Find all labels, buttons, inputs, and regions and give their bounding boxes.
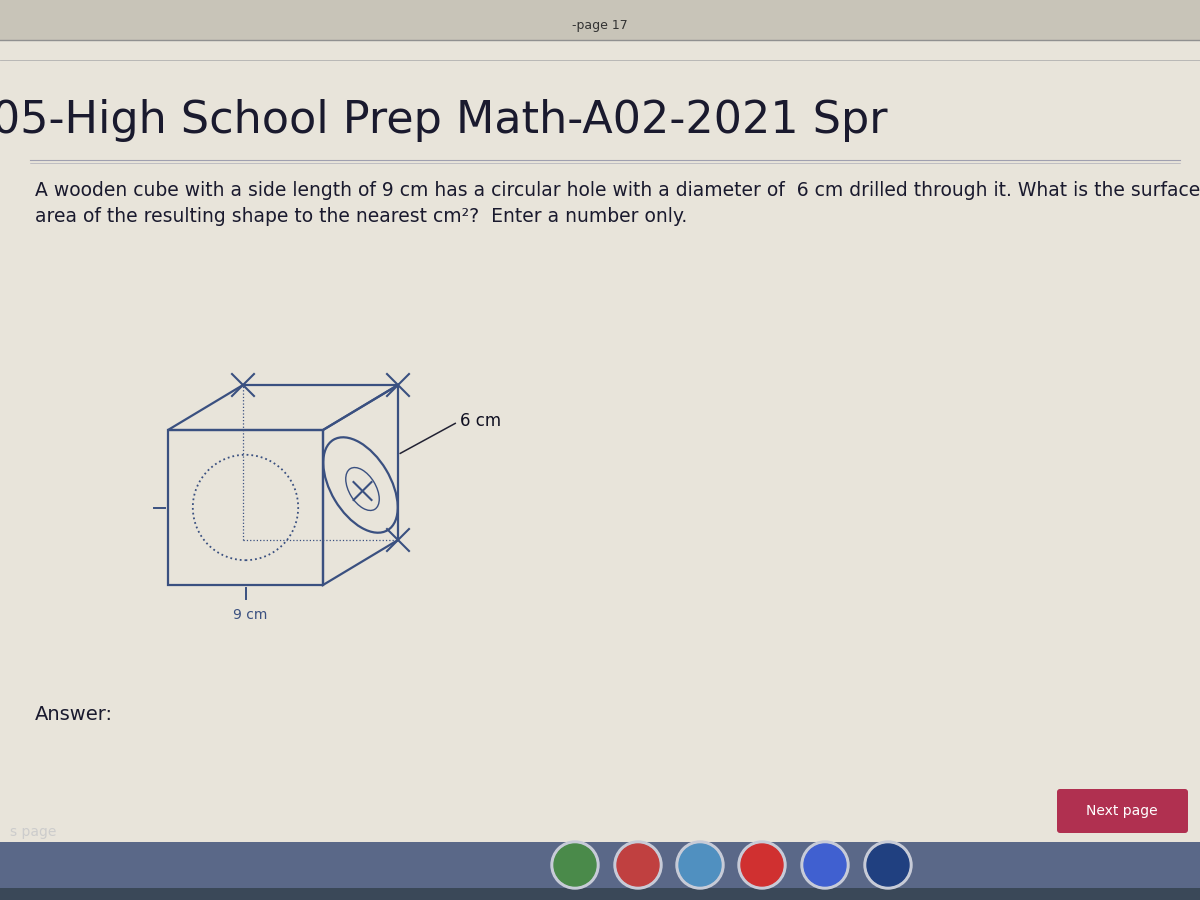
Bar	[0, 842, 1200, 900]
Circle shape	[551, 841, 599, 889]
Circle shape	[679, 844, 721, 886]
Bar	[0, 888, 1200, 900]
Text: 9 cm: 9 cm	[233, 608, 268, 622]
Text: A wooden cube with a side length of 9 cm has a circular hole with a diameter of : A wooden cube with a side length of 9 cm…	[35, 181, 1200, 200]
Text: 05-High School Prep Math-A02-2021 Spr: 05-High School Prep Math-A02-2021 Spr	[0, 98, 888, 141]
Circle shape	[742, 844, 784, 886]
Circle shape	[738, 841, 786, 889]
Bar	[0, 0, 1200, 40]
Text: Answer:: Answer:	[35, 706, 113, 724]
Text: s page: s page	[10, 825, 56, 839]
Text: 6 cm: 6 cm	[461, 412, 502, 430]
Text: Next page: Next page	[1086, 804, 1158, 818]
Circle shape	[554, 844, 596, 886]
Circle shape	[804, 844, 846, 886]
FancyBboxPatch shape	[1057, 789, 1188, 833]
Circle shape	[866, 844, 910, 886]
Text: -page 17: -page 17	[572, 19, 628, 32]
Circle shape	[676, 841, 724, 889]
Text: area of the resulting shape to the nearest cm²?  Enter a number only.: area of the resulting shape to the neare…	[35, 208, 688, 227]
Circle shape	[617, 844, 659, 886]
Circle shape	[802, 841, 850, 889]
Circle shape	[614, 841, 662, 889]
Circle shape	[864, 841, 912, 889]
